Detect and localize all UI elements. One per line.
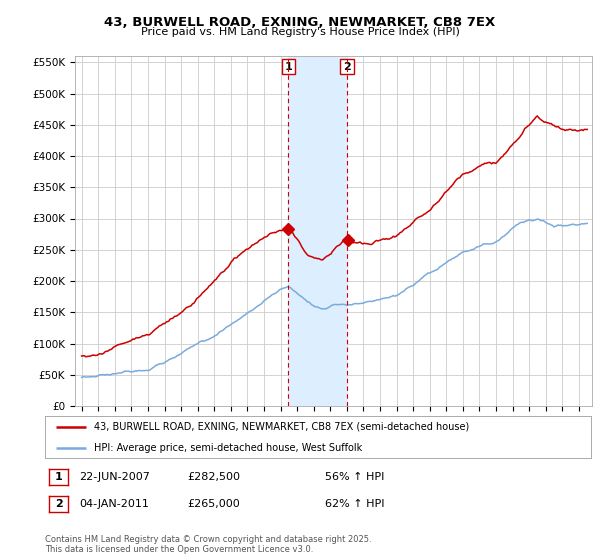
Text: £282,500: £282,500 bbox=[187, 472, 240, 482]
Text: 56% ↑ HPI: 56% ↑ HPI bbox=[325, 472, 385, 482]
Text: 43, BURWELL ROAD, EXNING, NEWMARKET, CB8 7EX (semi-detached house): 43, BURWELL ROAD, EXNING, NEWMARKET, CB8… bbox=[94, 422, 469, 432]
Text: 2: 2 bbox=[55, 499, 62, 509]
Text: 04-JAN-2011: 04-JAN-2011 bbox=[79, 499, 149, 509]
Text: 22-JUN-2007: 22-JUN-2007 bbox=[79, 472, 150, 482]
Text: HPI: Average price, semi-detached house, West Suffolk: HPI: Average price, semi-detached house,… bbox=[94, 442, 362, 452]
Bar bbox=[289, 56, 347, 406]
Text: 2: 2 bbox=[343, 62, 351, 72]
Text: 1: 1 bbox=[55, 472, 62, 482]
Text: 43, BURWELL ROAD, EXNING, NEWMARKET, CB8 7EX: 43, BURWELL ROAD, EXNING, NEWMARKET, CB8… bbox=[104, 16, 496, 29]
Text: £265,000: £265,000 bbox=[187, 499, 240, 509]
Text: 1: 1 bbox=[284, 62, 292, 72]
Text: Contains HM Land Registry data © Crown copyright and database right 2025.
This d: Contains HM Land Registry data © Crown c… bbox=[45, 535, 371, 554]
Text: Price paid vs. HM Land Registry's House Price Index (HPI): Price paid vs. HM Land Registry's House … bbox=[140, 27, 460, 37]
Text: 62% ↑ HPI: 62% ↑ HPI bbox=[325, 499, 385, 509]
